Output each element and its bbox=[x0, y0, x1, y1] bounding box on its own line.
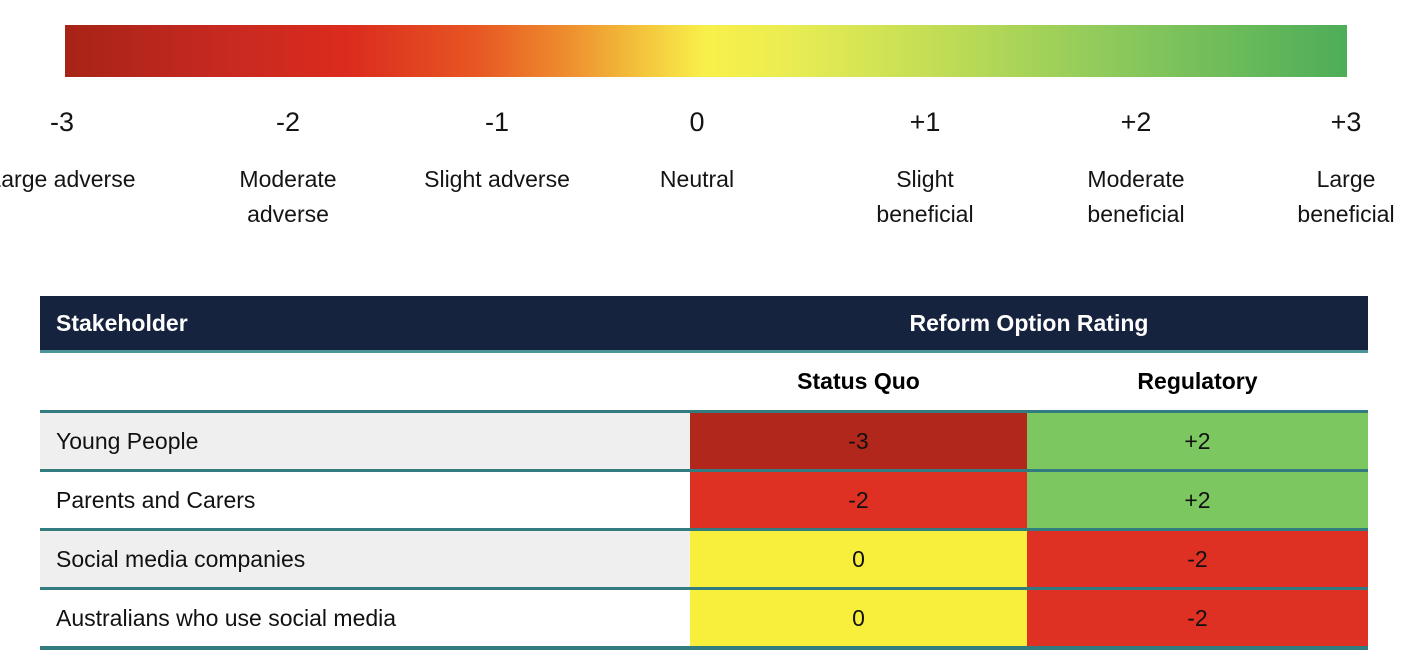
status-quo-column-header: Status Quo bbox=[797, 368, 920, 394]
stakeholder-cell: Parents and Carers bbox=[40, 472, 690, 528]
status-quo-rating-cell: -3 bbox=[690, 413, 1027, 469]
regulatory-rating-cell: -2 bbox=[1027, 531, 1368, 587]
table-header-row: Stakeholder Reform Option Rating bbox=[40, 296, 1368, 353]
scale-label: Slight beneficial bbox=[876, 166, 974, 227]
stakeholder-rating-table: Stakeholder Reform Option Rating Status … bbox=[40, 296, 1368, 650]
regulatory-rating-cell: +2 bbox=[1027, 413, 1368, 469]
scale-label: Moderate adverse bbox=[239, 166, 337, 227]
reform-option-rating-header: Reform Option Rating bbox=[909, 309, 1149, 336]
scale-value: +3 bbox=[1330, 107, 1362, 137]
scale-point-zero: 0 Neutral bbox=[622, 106, 772, 197]
scale-value: 0 bbox=[689, 107, 705, 137]
stakeholder-cell: Young People bbox=[40, 413, 690, 469]
scale-point-plus2: +2 Moderate beneficial bbox=[1061, 106, 1211, 232]
scale-label: Moderate beneficial bbox=[1087, 166, 1185, 227]
status-quo-rating-cell: 0 bbox=[690, 590, 1027, 646]
table-row: Australians who use social media 0 -2 bbox=[40, 590, 1368, 650]
stakeholder-column-header: Stakeholder bbox=[56, 309, 188, 336]
table-row: Parents and Carers -2 +2 bbox=[40, 472, 1368, 531]
scale-label: Large adverse bbox=[0, 166, 136, 192]
regulatory-rating-cell: -2 bbox=[1027, 590, 1368, 646]
table-row: Young People -3 +2 bbox=[40, 413, 1368, 472]
regulatory-rating-cell: +2 bbox=[1027, 472, 1368, 528]
table-row: Social media companies 0 -2 bbox=[40, 531, 1368, 590]
scale-label: Large beneficial bbox=[1297, 166, 1395, 227]
scale-label: Slight adverse bbox=[424, 166, 570, 192]
scale-point-minus1: -1 Slight adverse bbox=[422, 106, 572, 197]
scale-point-plus1: +1 Slight beneficial bbox=[850, 106, 1000, 232]
scale-point-plus3: +3 Large beneficial bbox=[1271, 106, 1416, 232]
status-quo-rating-cell: -2 bbox=[690, 472, 1027, 528]
scale-value: -3 bbox=[49, 107, 74, 137]
table-subheader-row: Status Quo Regulatory bbox=[40, 353, 1368, 413]
regulatory-column-header: Regulatory bbox=[1137, 368, 1258, 394]
scale-point-minus2: -2 Moderate adverse bbox=[213, 106, 363, 232]
impact-gradient-bar bbox=[65, 25, 1347, 77]
scale-value: +2 bbox=[1120, 107, 1152, 137]
stakeholder-cell: Social media companies bbox=[40, 531, 690, 587]
scale-value: +1 bbox=[909, 107, 941, 137]
stakeholder-cell: Australians who use social media bbox=[40, 590, 690, 646]
scale-value: -2 bbox=[275, 107, 300, 137]
scale-point-minus3: -3 Large adverse bbox=[0, 106, 137, 197]
scale-value: -1 bbox=[484, 107, 509, 137]
scale-label: Neutral bbox=[659, 166, 735, 192]
status-quo-rating-cell: 0 bbox=[690, 531, 1027, 587]
